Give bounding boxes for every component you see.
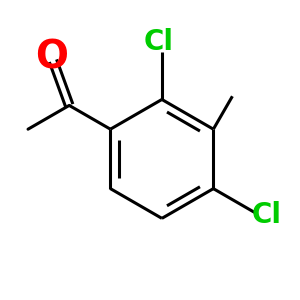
Text: Cl: Cl xyxy=(251,201,281,230)
Text: Cl: Cl xyxy=(144,28,174,56)
Text: O: O xyxy=(35,39,68,77)
